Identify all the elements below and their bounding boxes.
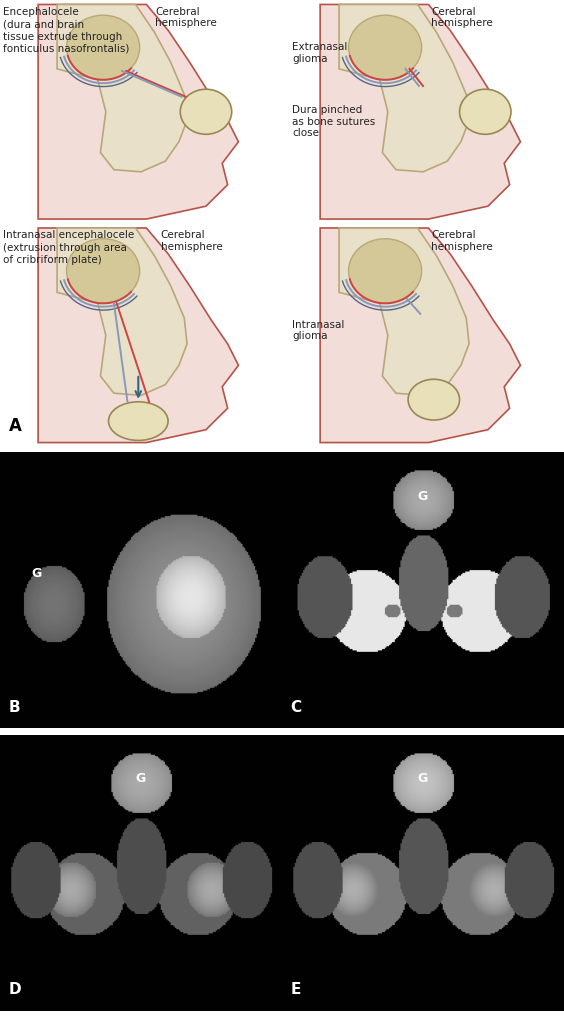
Ellipse shape (67, 239, 140, 303)
Polygon shape (339, 228, 469, 395)
Text: Intranasal encephalocele
(extrusion through area
of cribriform plate): Intranasal encephalocele (extrusion thro… (3, 231, 134, 265)
Polygon shape (38, 4, 239, 219)
Text: A: A (8, 418, 21, 436)
Polygon shape (38, 228, 239, 443)
Ellipse shape (349, 239, 422, 303)
Ellipse shape (460, 89, 511, 134)
Ellipse shape (349, 15, 422, 79)
Polygon shape (57, 228, 187, 395)
Polygon shape (339, 4, 469, 172)
Text: E: E (290, 982, 301, 997)
Polygon shape (320, 4, 521, 219)
Text: Cerebral
hemisphere: Cerebral hemisphere (155, 7, 217, 28)
Text: Extranasal
glioma: Extranasal glioma (292, 43, 347, 64)
Text: Cerebral
hemisphere: Cerebral hemisphere (431, 7, 493, 28)
Text: G: G (418, 490, 428, 503)
Text: G: G (136, 772, 146, 785)
Text: G: G (418, 772, 428, 785)
Text: Encephalocele
(dura and brain
tissue extrude through
fonticulus nasofrontalis): Encephalocele (dura and brain tissue ext… (3, 7, 129, 54)
Text: D: D (8, 982, 21, 997)
Polygon shape (320, 228, 521, 443)
Ellipse shape (108, 401, 168, 440)
Polygon shape (57, 4, 187, 172)
Ellipse shape (408, 379, 460, 420)
Text: Dura pinched
as bone sutures
close: Dura pinched as bone sutures close (292, 105, 376, 138)
Text: Cerebral
hemisphere: Cerebral hemisphere (431, 231, 493, 252)
Text: C: C (290, 700, 302, 714)
Text: Cerebral
hemisphere: Cerebral hemisphere (161, 231, 222, 252)
Text: G: G (32, 567, 42, 580)
Ellipse shape (180, 89, 232, 134)
Text: B: B (8, 700, 20, 714)
Ellipse shape (67, 15, 140, 79)
Text: Intranasal
glioma: Intranasal glioma (292, 320, 345, 341)
